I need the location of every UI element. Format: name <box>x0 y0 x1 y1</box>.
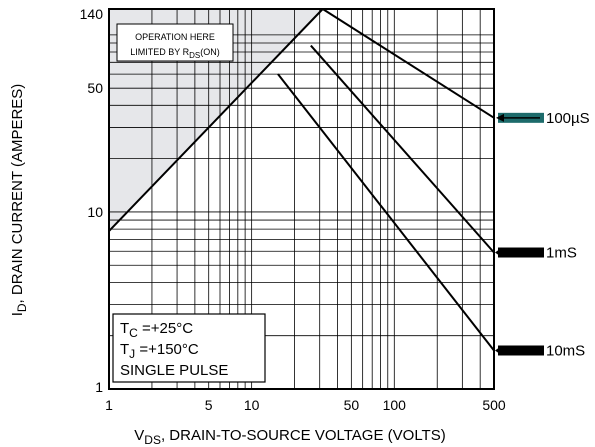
y-tick-label: 1 <box>95 379 103 395</box>
legend-item-0: 100µS <box>496 110 590 127</box>
x-tick-label: 100 <box>383 397 407 413</box>
plot-frame <box>108 8 495 390</box>
rds-on-limit-line <box>108 8 324 232</box>
grid-lines <box>109 9 494 389</box>
condition-case-temp: TC =+25°C <box>120 320 193 340</box>
region-annotation: OPERATION HERE LIMITED BY RDS(ON) <box>116 23 234 62</box>
legend-label: 1mS <box>546 245 577 262</box>
region-annotation-line1: OPERATION HERE <box>135 32 215 42</box>
y-tick-labels: 1 10 50 140 <box>80 6 104 395</box>
x-axis-title: VDS, DRAIN-TO-SOURCE VOLTAGE (VOLTS) <box>134 427 445 447</box>
conditions-box: TC =+25°C TJ =+150°C SINGLE PULSE <box>112 313 266 383</box>
legend-arrow-head <box>495 247 502 258</box>
legend-label: 100µS <box>546 110 590 127</box>
series-line-0 <box>322 8 495 119</box>
y-tick-label: 50 <box>87 80 103 96</box>
legend: 100µS 1mS 10mS <box>495 110 590 359</box>
condition-single-pulse: SINGLE PULSE <box>120 362 228 379</box>
x-tick-label: 500 <box>482 397 506 413</box>
y-axis-title: ID, DRAIN CURRENT (AMPERES) <box>9 84 29 317</box>
y-tick-label: 140 <box>80 6 104 22</box>
y-tick-label: 10 <box>87 204 103 220</box>
series-layer <box>108 8 495 352</box>
legend-arrow-head <box>496 113 504 122</box>
region-annotation-line2: LIMITED BY RDS(ON) <box>130 47 219 60</box>
x-tick-label: 5 <box>205 397 213 413</box>
x-tick-label: 1 <box>105 397 113 413</box>
series-line-1 <box>310 44 495 254</box>
legend-item-1: 1mS <box>495 245 577 262</box>
legend-marker <box>498 247 544 258</box>
x-tick-label: 10 <box>244 397 260 413</box>
condition-junction-temp: TJ =+150°C <box>120 341 199 361</box>
legend-label: 10mS <box>546 342 585 359</box>
x-tick-label: 50 <box>344 397 360 413</box>
legend-item-2: 10mS <box>495 342 585 359</box>
series-line-2 <box>277 73 495 352</box>
legend-arrow-head <box>495 345 502 356</box>
legend-marker <box>498 345 544 356</box>
x-tick-labels: 1 5 10 50 100 500 <box>105 397 506 413</box>
